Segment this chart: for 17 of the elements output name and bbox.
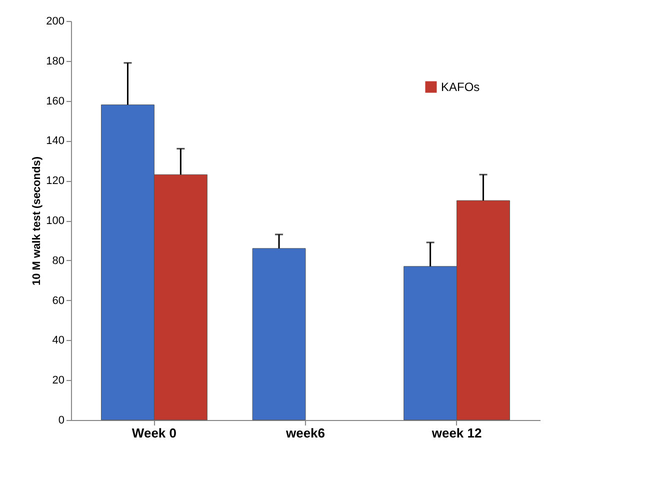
y-tick-label: 20 <box>52 374 64 387</box>
x-tick-label: Week 0 <box>132 426 176 440</box>
legend-label: KAFOs <box>441 80 480 94</box>
y-tick-label: 80 <box>52 254 64 267</box>
y-tick-label: 40 <box>52 334 64 347</box>
x-tick-label: week6 <box>284 426 326 440</box>
y-tick-label: 180 <box>46 55 64 68</box>
y-tick-label: 0 <box>58 414 64 426</box>
y-tick-label: 140 <box>46 135 64 148</box>
y-tick-label: 100 <box>46 215 64 227</box>
bar <box>252 248 306 420</box>
y-tick-label: 200 <box>46 16 64 28</box>
y-tick-label: 120 <box>46 175 64 188</box>
y-axis-title: 10 M walk test (seconds) <box>31 156 44 286</box>
y-tick-label: 160 <box>46 95 64 108</box>
y-tick-label: 60 <box>52 294 64 307</box>
x-tick-label: week 12 <box>430 426 482 440</box>
